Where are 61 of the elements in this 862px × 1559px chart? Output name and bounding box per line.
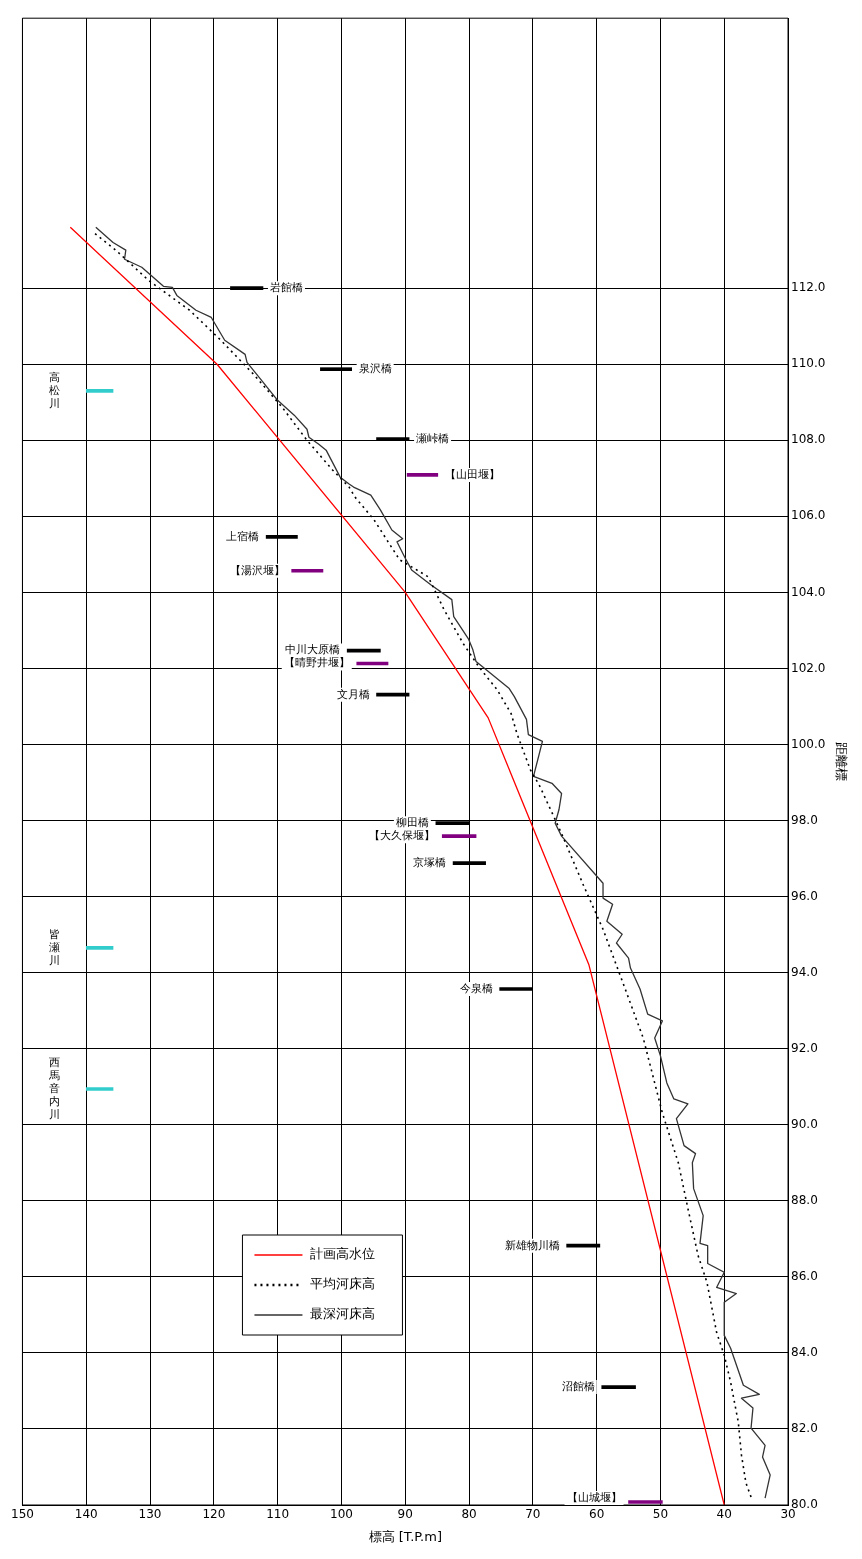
y-tick-label: 86.0: [791, 1268, 818, 1283]
legend-label: 最深河床高: [310, 1306, 376, 1322]
y-tick-label: 96.0: [791, 888, 818, 903]
series-label: 【湯沢堰】: [229, 563, 285, 577]
x-tick-label: 100: [330, 1507, 353, 1522]
series-label: 瀬峠橋: [416, 432, 450, 445]
bar: [406, 473, 439, 477]
bar: [85, 946, 114, 950]
bar: [85, 389, 114, 393]
x-tick-label: 110: [266, 1507, 290, 1522]
y-tick-label: 84.0: [791, 1345, 818, 1360]
x-axis-title: 標高 [T.P.m]: [368, 1528, 442, 1544]
series-label: 京塚橋: [413, 855, 447, 869]
y-tick-label: 92.0: [791, 1040, 818, 1055]
x-tick-label: 50: [652, 1507, 669, 1522]
text: 高松川: [48, 370, 60, 410]
series-label: 柳田橋: [395, 816, 429, 830]
bar: [291, 568, 324, 573]
x-tick-label: 150: [11, 1507, 34, 1522]
legend-label: 計画高水位: [310, 1246, 376, 1262]
series-label: 泉沢橋: [358, 362, 392, 376]
series-label: 【晴野井堰】: [283, 656, 350, 670]
x-tick-label: 140: [74, 1507, 98, 1522]
series-label: 新雄物川橋: [504, 1238, 560, 1252]
x-tick-label: 90: [397, 1507, 413, 1522]
y-tick-label: 82.0: [791, 1421, 818, 1436]
y-tick-label: 106.0: [791, 508, 826, 523]
y-tick-label: 102.0: [791, 660, 826, 675]
y-tick-label: 104.0: [791, 584, 826, 599]
x-tick-label: 130: [138, 1507, 162, 1522]
series-label: 沼館橋: [561, 1379, 595, 1393]
text: 西馬音内川: [47, 1055, 60, 1121]
bar: [628, 1500, 663, 1504]
series-label: 今泉橋: [459, 981, 493, 995]
bar: [601, 1385, 636, 1389]
x-tick-label: 80: [461, 1507, 477, 1522]
y-tick-label: 100.0: [791, 736, 826, 751]
bar: [441, 834, 477, 838]
series-label: 【山田堰】: [444, 467, 500, 481]
series-label: 文月橋: [336, 687, 370, 701]
x-tick-label: 60: [589, 1507, 605, 1522]
bar: [85, 1087, 114, 1091]
y-tick-label: 108.0: [791, 432, 826, 447]
series-label: 岩館橋: [269, 281, 303, 295]
x-tick-label: 70: [525, 1507, 541, 1522]
y-tick-label: 90.0: [791, 1116, 818, 1131]
series-label: 【山城堰】: [566, 1490, 622, 1504]
y-tick-label: 110.0: [791, 356, 826, 371]
y-tick-label: 98.0: [791, 812, 818, 827]
y-tick-label: 94.0: [791, 964, 818, 979]
series-label: 【大久保堰】: [369, 828, 436, 842]
x-tick-label: 120: [202, 1507, 226, 1522]
legend-label: 平均河床高: [310, 1276, 376, 1292]
text: 皆瀬川: [48, 927, 60, 967]
y-tick-label: 88.0: [791, 1192, 818, 1207]
y-axis-title: 距離標: [833, 742, 849, 782]
x-tick-label: 30: [780, 1507, 796, 1522]
x-tick-label: 40: [716, 1507, 732, 1522]
y-tick-label: 112.0: [791, 280, 826, 295]
series-label: 中川大原橋: [285, 643, 341, 657]
series-label: 上宿橋: [226, 529, 260, 543]
